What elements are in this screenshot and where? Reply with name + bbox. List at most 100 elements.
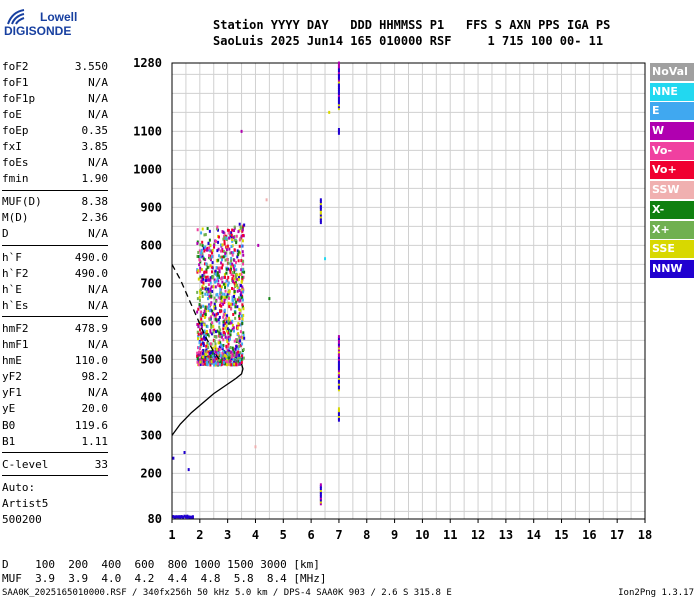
- param-row: B0 119.6: [2, 417, 108, 433]
- echo-point: [242, 347, 245, 351]
- echo-point: [217, 279, 220, 283]
- echo-point: [222, 343, 225, 347]
- echo-point: [222, 249, 225, 253]
- echo-point: [223, 242, 226, 246]
- echo-point: [238, 307, 241, 311]
- echo-point: [222, 333, 225, 337]
- echo-point: [213, 328, 216, 332]
- echo-point: [231, 286, 234, 290]
- echo-point: [219, 255, 222, 259]
- echo-point: [225, 329, 228, 333]
- autoscaling-info: Auto: Artist5 500200: [2, 480, 48, 528]
- echo-point: [218, 346, 221, 350]
- echo-point: [240, 259, 243, 263]
- echo-point: [222, 323, 225, 327]
- param-value: N/A: [88, 91, 108, 105]
- echo-point: [224, 358, 227, 362]
- echo-point: [220, 299, 223, 303]
- echo-point: [220, 258, 223, 262]
- echo-point: [225, 324, 228, 328]
- echo-point: [235, 273, 238, 277]
- isolated-echo-point: [328, 110, 331, 114]
- echo-point: [236, 289, 239, 293]
- echo-point: [204, 233, 207, 237]
- echo-point: [201, 254, 204, 258]
- echo-point: [235, 241, 238, 245]
- echo-point: [199, 334, 202, 338]
- echo-point: [206, 275, 209, 279]
- echo-point: [217, 358, 220, 362]
- echo-point: [235, 345, 238, 349]
- echo-point: [238, 222, 241, 226]
- echo-point: [236, 285, 239, 289]
- echo-point: [215, 312, 218, 316]
- echo-point: [231, 253, 234, 257]
- echo-point: [209, 281, 212, 285]
- param-name: fmin: [2, 172, 29, 186]
- echo-point: [238, 339, 241, 343]
- echo-point: [241, 285, 244, 289]
- echo-point: [198, 303, 201, 307]
- echo-point: [233, 358, 236, 362]
- echo-point: [224, 312, 227, 316]
- echo-point: [201, 291, 204, 295]
- echo-point: [222, 237, 225, 241]
- echo-point: [202, 281, 205, 285]
- echo-point: [215, 347, 218, 351]
- echo-point: [231, 295, 234, 299]
- echo-point: [222, 327, 225, 331]
- echo-point: [197, 323, 200, 327]
- echo-point: [230, 251, 233, 255]
- echo-point: [237, 277, 240, 281]
- param-name: yF2: [2, 370, 22, 384]
- echo-point: [205, 348, 208, 352]
- echo-point: [198, 352, 201, 356]
- param-name: foE: [2, 107, 22, 121]
- echo-point: [207, 355, 210, 359]
- echo-point: [237, 259, 240, 263]
- param-value: 490.0: [74, 266, 108, 280]
- low-echo-point: [187, 515, 190, 519]
- param-name: foF2: [2, 59, 29, 73]
- echo-point: [241, 298, 244, 302]
- param-name: yE: [2, 402, 16, 416]
- echo-point: [205, 329, 208, 333]
- echo-point: [239, 298, 242, 302]
- echo-point: [201, 285, 204, 289]
- echo-point: [208, 296, 211, 300]
- echo-point: [226, 327, 229, 331]
- echo-column-point: [337, 361, 340, 365]
- echo-point: [223, 296, 226, 300]
- y-tick-label: 500: [140, 352, 162, 366]
- echo-point: [233, 277, 236, 281]
- echo-point: [199, 322, 202, 326]
- echo-point: [196, 268, 199, 272]
- echo-column-point: [337, 350, 340, 354]
- echo-point: [229, 270, 232, 274]
- param-name: M(D): [2, 211, 29, 225]
- echo-point: [203, 358, 206, 362]
- echo-point: [236, 355, 239, 359]
- echo-column-point: [337, 411, 340, 415]
- echo-point: [218, 347, 221, 351]
- echo-column-point: [337, 365, 340, 369]
- echo-point: [230, 355, 233, 359]
- echo-point: [221, 276, 224, 280]
- echo-point: [211, 346, 214, 350]
- echo-point: [206, 246, 209, 250]
- echo-point: [224, 251, 227, 255]
- echo-point: [224, 335, 227, 339]
- echo-point: [233, 339, 236, 343]
- echo-point: [240, 343, 243, 347]
- echo-point: [242, 262, 245, 266]
- echo-point: [202, 337, 205, 341]
- param-name: B0: [2, 418, 16, 432]
- echo-point: [238, 356, 241, 360]
- echo-point: [212, 324, 215, 328]
- echo-point: [207, 254, 210, 258]
- echo-column-point: [337, 340, 340, 344]
- echo-point: [200, 360, 203, 364]
- echo-column-point: [337, 386, 340, 390]
- low-echo-point: [179, 515, 182, 519]
